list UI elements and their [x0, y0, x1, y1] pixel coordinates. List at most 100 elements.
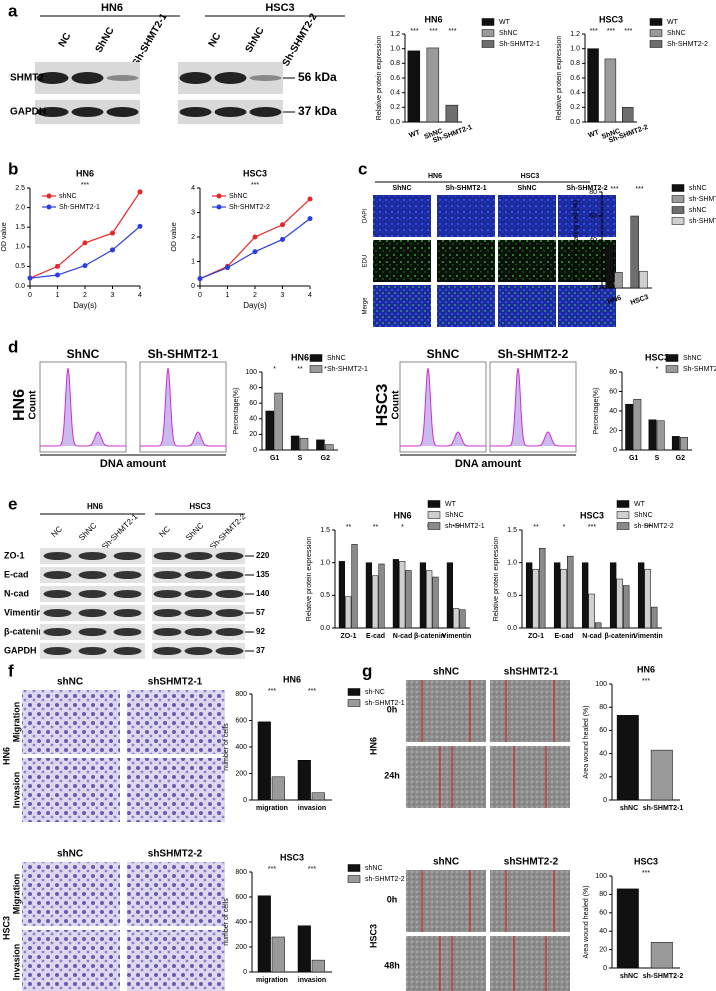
micrograph — [490, 746, 570, 808]
annotation: *** — [81, 182, 89, 189]
y-tick-label: 1.2 — [570, 31, 580, 38]
y-tick-label: 100 — [245, 369, 257, 376]
y-tick-label: 60 — [589, 213, 597, 220]
annotation: *** — [588, 524, 596, 531]
y-axis-label: Edu incorporating cell (%) — [573, 200, 580, 280]
x-tick-label: 2 — [253, 292, 257, 299]
y-tick-label: 20 — [609, 427, 617, 434]
y-tick-label: 0.0 — [15, 283, 25, 290]
y-tick-label: 0.8 — [390, 60, 400, 67]
y-tick-label: 600 — [235, 894, 247, 901]
x-tick-label: E-cad — [554, 633, 573, 640]
micrograph — [22, 758, 120, 822]
bar — [271, 936, 285, 973]
bar — [656, 420, 665, 451]
y-tick-label: 80 — [599, 704, 607, 711]
y-tick-label: 20 — [599, 946, 607, 953]
bar — [345, 596, 352, 629]
label: shSHMT2-2 — [504, 857, 559, 868]
legend-swatch — [347, 864, 361, 872]
label: Count — [28, 390, 39, 420]
point — [55, 263, 60, 269]
label: Invasion — [11, 944, 21, 981]
x-tick-label: invasion — [298, 977, 326, 984]
lane-label: ShNC — [94, 26, 117, 55]
bar — [271, 776, 285, 801]
label: N-cad — [4, 588, 29, 598]
bar — [650, 941, 673, 969]
y-tick-label: 3 — [191, 209, 195, 216]
bar — [311, 959, 325, 973]
bar — [595, 622, 602, 629]
micrograph — [498, 195, 556, 237]
annotation: *** — [644, 524, 652, 531]
bar — [651, 606, 658, 629]
legend-swatch — [347, 688, 361, 696]
legend-marker — [46, 204, 52, 210]
point — [307, 196, 313, 202]
panel-letter: a — [8, 1, 18, 20]
label: 37 kDa — [298, 104, 337, 118]
x-tick-label: G2 — [321, 455, 330, 462]
legend-swatch — [616, 522, 630, 530]
x-tick-label: HN6 — [607, 295, 623, 306]
annotation: ** — [297, 366, 303, 373]
bar — [539, 548, 546, 629]
label: 56 kDa — [298, 70, 337, 84]
point — [280, 222, 285, 228]
annotation: *** — [429, 28, 437, 35]
chart-title: HN6 — [424, 14, 442, 24]
group-label: HSC3 — [265, 2, 294, 14]
y-tick-label: 0.8 — [570, 60, 580, 67]
label: GAPDH — [10, 107, 46, 118]
legend-swatch — [665, 365, 679, 373]
band — [78, 609, 107, 617]
band — [71, 72, 104, 84]
legend-label: Sh-SHMT2-2 — [667, 41, 708, 48]
y-tick-label: 1 — [191, 258, 195, 265]
annotation: *** — [590, 28, 598, 35]
legend-marker — [216, 193, 222, 199]
bar — [671, 436, 680, 451]
band — [78, 552, 107, 560]
point — [55, 272, 60, 278]
bar — [625, 403, 634, 451]
legend-label: ShNC — [683, 355, 702, 362]
bar — [616, 715, 639, 801]
band — [184, 647, 213, 655]
y-tick-label: 0 — [593, 285, 597, 292]
micrograph — [558, 195, 616, 237]
band — [113, 609, 142, 617]
annotation: *** — [452, 524, 460, 531]
y-axis-label: number of cells — [223, 723, 230, 771]
bar — [446, 562, 453, 629]
point — [137, 223, 143, 229]
bar — [633, 399, 642, 451]
lane-label: ShNC — [184, 521, 206, 543]
micrograph — [127, 930, 225, 991]
annotation: *** — [624, 28, 632, 35]
legend-label: shNC — [59, 193, 77, 200]
chart-title: HSC3 — [280, 852, 304, 862]
group-label: HN6 — [101, 2, 123, 14]
y-axis-label: Relative protein expression — [306, 537, 313, 622]
band — [153, 590, 182, 598]
band — [78, 628, 107, 636]
legend-label: WT — [445, 501, 457, 508]
y-tick-label: 1.0 — [390, 46, 400, 53]
label: HSC3 — [1, 916, 11, 940]
legend-swatch — [427, 511, 441, 519]
label: HN6 — [1, 747, 11, 765]
y-tick-label: 0.5 — [15, 263, 25, 270]
y-tick-label: 0 — [243, 969, 247, 976]
histogram — [400, 367, 486, 447]
histogram — [40, 367, 126, 447]
chart-title: HN6 — [393, 510, 411, 520]
point — [110, 247, 115, 253]
x-tick-label: migration — [256, 805, 288, 812]
micrograph — [127, 690, 225, 754]
bar — [650, 749, 673, 801]
lane-label: Sh-SHMT2-2 — [281, 11, 320, 68]
label: shNC — [57, 677, 83, 688]
point — [110, 230, 115, 236]
